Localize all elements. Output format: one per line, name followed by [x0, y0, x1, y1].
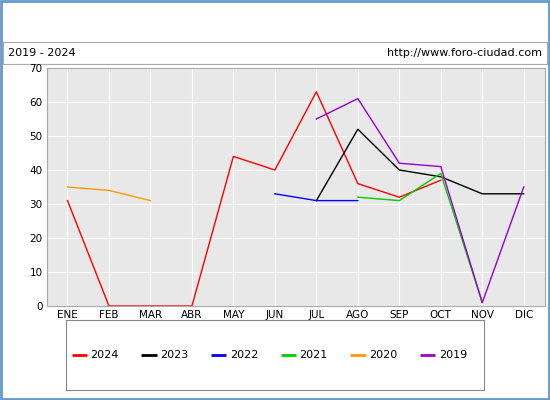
- Text: http://www.foro-ciudad.com: http://www.foro-ciudad.com: [387, 48, 542, 58]
- Text: 2019: 2019: [439, 350, 467, 360]
- Text: 2022: 2022: [230, 350, 258, 360]
- Text: Evolucion Nº Turistas Extranjeros en el municipio de Villada: Evolucion Nº Turistas Extranjeros en el …: [47, 16, 503, 30]
- Text: 2024: 2024: [90, 350, 119, 360]
- Text: 2020: 2020: [369, 350, 397, 360]
- Text: 2023: 2023: [160, 350, 188, 360]
- Text: 2021: 2021: [299, 350, 328, 360]
- Text: 2019 - 2024: 2019 - 2024: [8, 48, 76, 58]
